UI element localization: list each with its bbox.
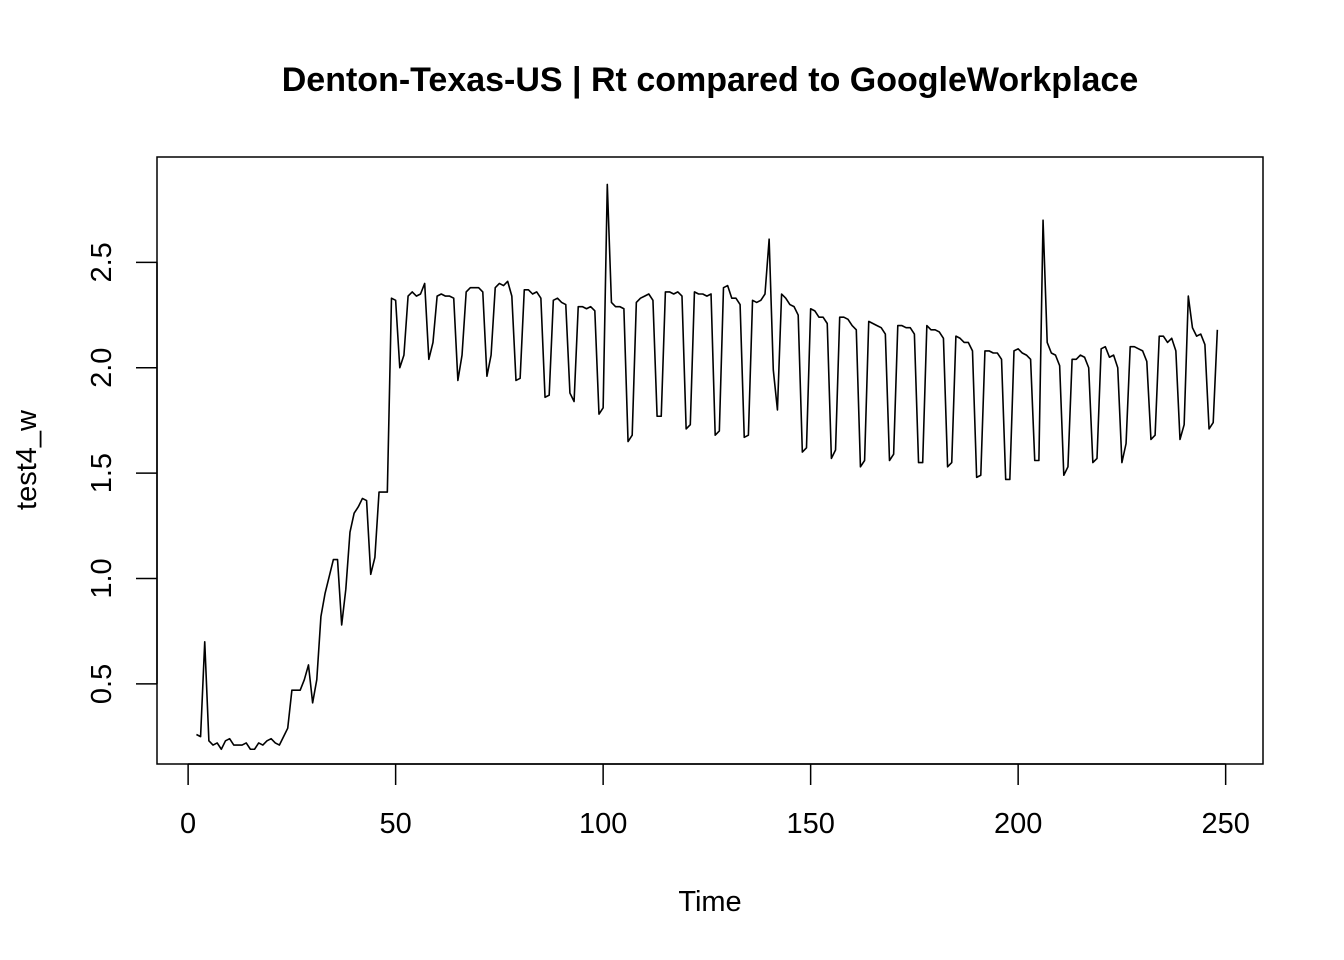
y-tick-label: 2.0 xyxy=(86,348,118,388)
x-tick-label: 0 xyxy=(180,808,196,840)
y-axis: 0.5 1.0 1.5 2.0 2.5 xyxy=(86,242,158,704)
x-tick-label: 250 xyxy=(1201,808,1249,840)
x-axis: 0 50 100 150 200 250 xyxy=(180,763,1250,840)
y-tick-label: 1.5 xyxy=(86,453,118,493)
x-tick-label: 100 xyxy=(579,808,627,840)
y-tick-label: 1.0 xyxy=(86,558,118,598)
x-tick-label: 50 xyxy=(379,808,411,840)
series-line xyxy=(196,183,1219,751)
x-tick-label: 150 xyxy=(786,808,834,840)
chart-title: Denton-Texas-US | Rt compared to GoogleW… xyxy=(282,61,1139,99)
y-axis-label: test4_w xyxy=(11,409,43,510)
x-axis-label: Time xyxy=(678,886,741,918)
plot-box xyxy=(156,156,1264,765)
x-tick-label: 200 xyxy=(994,808,1042,840)
y-tick-label: 2.5 xyxy=(86,242,118,282)
y-tick-label: 0.5 xyxy=(86,664,118,704)
